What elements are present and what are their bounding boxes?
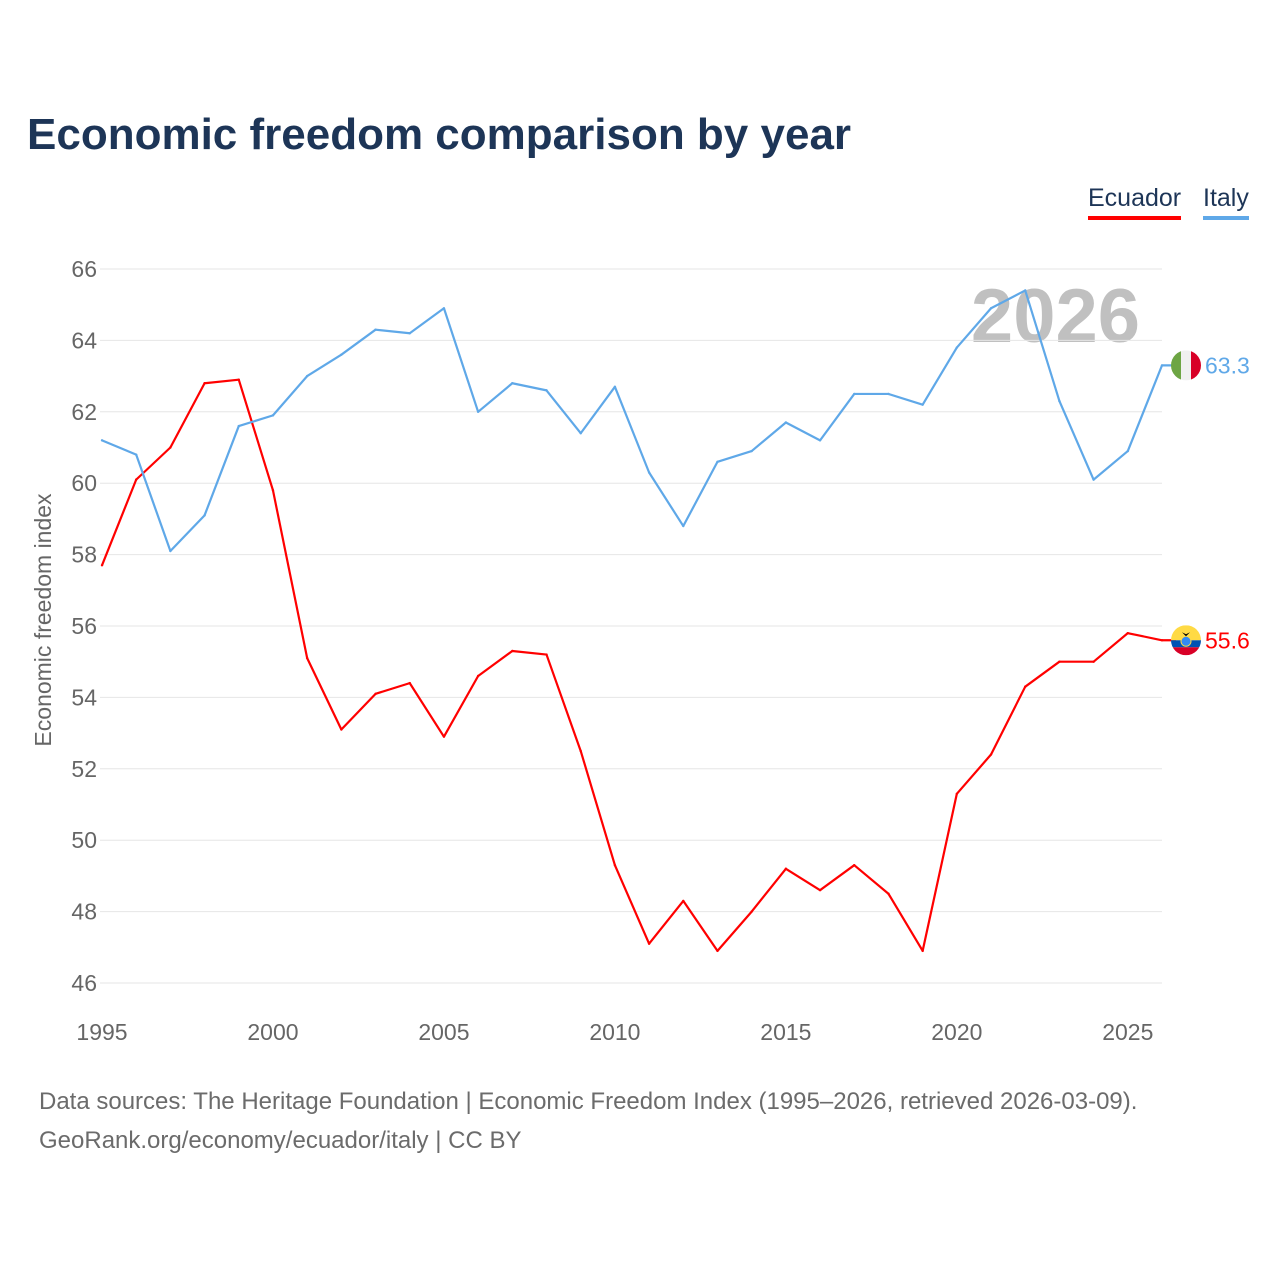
data-point-ecuador: [442, 735, 446, 738]
data-point-ecuador: [340, 728, 343, 731]
data-point-ecuador: [1058, 660, 1061, 663]
data-point-ecuador: [374, 692, 377, 696]
data-point-italy: [1024, 289, 1027, 292]
data-point-ecuador: [169, 446, 172, 449]
year-watermark: 2026: [971, 274, 1140, 359]
data-point-ecuador: [853, 863, 856, 867]
x-tick-label: 2000: [247, 1019, 298, 1045]
data-point-italy: [237, 424, 240, 428]
data-point-ecuador: [579, 749, 582, 753]
data-point-italy: [853, 392, 856, 396]
data-point-italy: [408, 332, 411, 335]
data-point-ecuador: [100, 564, 104, 567]
y-tick-label: 66: [71, 256, 97, 282]
footer-sources: Data sources: The Heritage Foundation | …: [39, 1088, 1138, 1115]
data-point-ecuador: [203, 382, 206, 385]
data-point-ecuador: [237, 378, 240, 381]
legend-italy[interactable]: Italy: [1203, 184, 1249, 220]
data-point-italy: [340, 353, 343, 356]
y-tick-label: 60: [71, 470, 97, 496]
data-point-ecuador: [1024, 685, 1027, 688]
end-value-label-ecuador: 55.6: [1205, 627, 1250, 653]
data-point-ecuador: [408, 681, 411, 685]
data-point-ecuador: [750, 910, 753, 913]
x-tick-label: 1995: [76, 1019, 127, 1045]
data-point-ecuador: [305, 656, 309, 660]
data-point-ecuador: [921, 949, 924, 953]
data-point-ecuador: [682, 899, 685, 903]
data-point-italy: [442, 307, 446, 310]
y-tick-label: 58: [71, 542, 97, 568]
data-point-ecuador: [476, 674, 480, 678]
data-point-italy: [716, 460, 719, 463]
y-tick-label: 48: [71, 899, 97, 925]
data-point-italy: [476, 410, 480, 413]
data-point-italy: [271, 414, 275, 417]
data-point-italy: [579, 432, 582, 435]
data-point-italy: [784, 421, 788, 424]
ecuador-flag-icon: [1171, 625, 1201, 656]
data-point-ecuador: [1092, 660, 1095, 663]
data-point-italy: [682, 524, 685, 528]
footer-credit: GeoRank.org/economy/ecuador/italy | CC B…: [39, 1127, 522, 1154]
data-point-italy: [203, 514, 206, 517]
data-point-italy: [921, 403, 924, 406]
data-point-italy: [613, 385, 617, 389]
x-tick-label: 2015: [760, 1019, 811, 1045]
y-tick-label: 46: [71, 970, 97, 996]
data-point-ecuador: [134, 478, 138, 481]
data-point-italy: [374, 328, 377, 331]
y-tick-label: 62: [71, 399, 97, 425]
end-value-label-italy: 63.3: [1205, 352, 1250, 378]
data-point-ecuador: [271, 489, 275, 492]
data-point-italy: [989, 307, 993, 310]
data-point-italy: [1092, 478, 1095, 481]
data-point-ecuador: [989, 753, 993, 756]
data-point-italy: [1126, 449, 1130, 453]
data-point-italy: [545, 389, 548, 392]
data-point-ecuador: [784, 867, 788, 870]
data-point-ecuador: [613, 863, 617, 867]
data-point-ecuador: [647, 942, 651, 945]
y-tick-label: 56: [71, 613, 97, 639]
data-point-ecuador: [1126, 631, 1130, 635]
data-point-italy: [818, 439, 822, 442]
data-point-italy: [887, 392, 890, 396]
data-point-italy: [100, 439, 104, 442]
chart-title: Economic freedom comparison by year: [27, 110, 852, 159]
y-tick-label: 64: [71, 327, 97, 353]
legend-ecuador[interactable]: Ecuador: [1088, 184, 1182, 220]
data-point-ecuador: [818, 888, 822, 892]
series-line-ecuador: [100, 378, 1176, 952]
y-tick-label: 52: [71, 756, 97, 782]
data-point-italy: [647, 471, 651, 474]
y-tick-label: 54: [71, 684, 97, 710]
data-point-ecuador: [511, 649, 514, 653]
data-point-italy: [955, 346, 959, 349]
y-axis-label: Economic freedom index: [30, 493, 56, 747]
x-tick-label: 2010: [589, 1019, 640, 1045]
data-point-ecuador: [716, 949, 719, 953]
data-point-italy: [750, 449, 753, 453]
data-point-italy: [169, 549, 172, 553]
data-point-ecuador: [887, 892, 890, 895]
data-point-italy: [305, 374, 309, 378]
italy-flag-icon: [1171, 350, 1201, 381]
data-point-ecuador: [955, 792, 959, 795]
x-tick-label: 2005: [418, 1019, 469, 1045]
x-tick-label: 2020: [931, 1019, 982, 1045]
y-tick-label: 50: [71, 827, 97, 853]
data-point-ecuador: [545, 653, 548, 656]
data-point-italy: [511, 382, 514, 385]
data-point-italy: [1058, 399, 1061, 403]
data-point-ecuador: [1160, 639, 1164, 642]
x-tick-label: 2025: [1102, 1019, 1153, 1045]
data-point-italy: [1160, 364, 1164, 367]
data-point-italy: [134, 453, 138, 456]
